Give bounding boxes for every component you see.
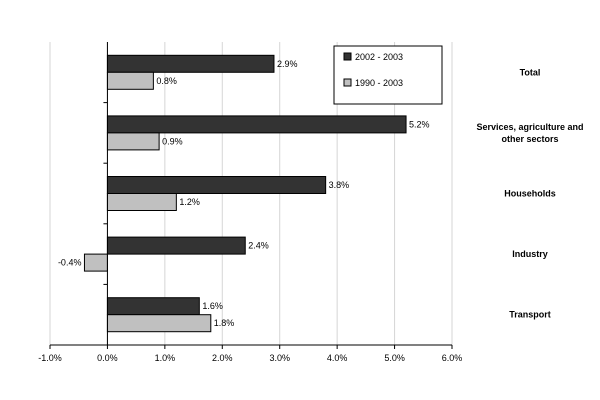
data-label: 1.2% xyxy=(179,197,200,207)
x-tick-label: 4.0% xyxy=(327,353,348,363)
legend: 2002 - 2003 1990 - 2003 xyxy=(333,45,443,105)
data-label: 1.6% xyxy=(202,301,223,311)
x-tick-label: 0.0% xyxy=(97,353,118,363)
data-label: 2.4% xyxy=(248,241,269,251)
data-label: 5.2% xyxy=(409,119,430,129)
data-label: 3.8% xyxy=(329,180,350,190)
bar xyxy=(106,314,212,333)
x-tick-label: -1.0% xyxy=(38,353,62,363)
bar xyxy=(106,193,177,211)
x-tick-label: 1.0% xyxy=(155,353,176,363)
category-label: Households xyxy=(504,189,556,199)
legend-box xyxy=(333,45,443,105)
bar xyxy=(106,54,275,73)
legend-label: 1990 - 2003 xyxy=(355,78,403,88)
x-tick-label: 5.0% xyxy=(384,353,405,363)
axes xyxy=(49,42,453,349)
category-label: Services, agriculture and other sectors xyxy=(476,122,583,144)
bar xyxy=(106,176,327,194)
legend-swatch xyxy=(343,78,352,87)
x-tick-label: 3.0% xyxy=(269,353,290,363)
category-label: Industry xyxy=(512,249,548,259)
x-tick-label: 2.0% xyxy=(212,353,233,363)
bars xyxy=(83,54,407,333)
legend-label: 2002 - 2003 xyxy=(355,52,403,62)
category-label: Transport xyxy=(509,310,551,320)
data-label: 1.8% xyxy=(214,318,235,328)
bar xyxy=(106,132,160,151)
data-label: 0.9% xyxy=(162,136,183,146)
bar xyxy=(83,253,108,272)
data-label: 2.9% xyxy=(277,59,298,69)
bar xyxy=(106,297,200,316)
data-label: -0.4% xyxy=(58,258,82,268)
bar xyxy=(106,71,154,90)
x-tick-label: 6.0% xyxy=(442,353,463,363)
category-label: Total xyxy=(520,67,541,77)
bar xyxy=(106,236,246,255)
bar xyxy=(106,115,407,134)
legend-swatch xyxy=(343,52,352,61)
data-label: 0.8% xyxy=(156,76,177,86)
labels: -1.0% 0.0% 1.0% 2.0% 3.0% 4.0% 5.0% 6.0% 2.9% 0.8… xyxy=(38,59,583,363)
